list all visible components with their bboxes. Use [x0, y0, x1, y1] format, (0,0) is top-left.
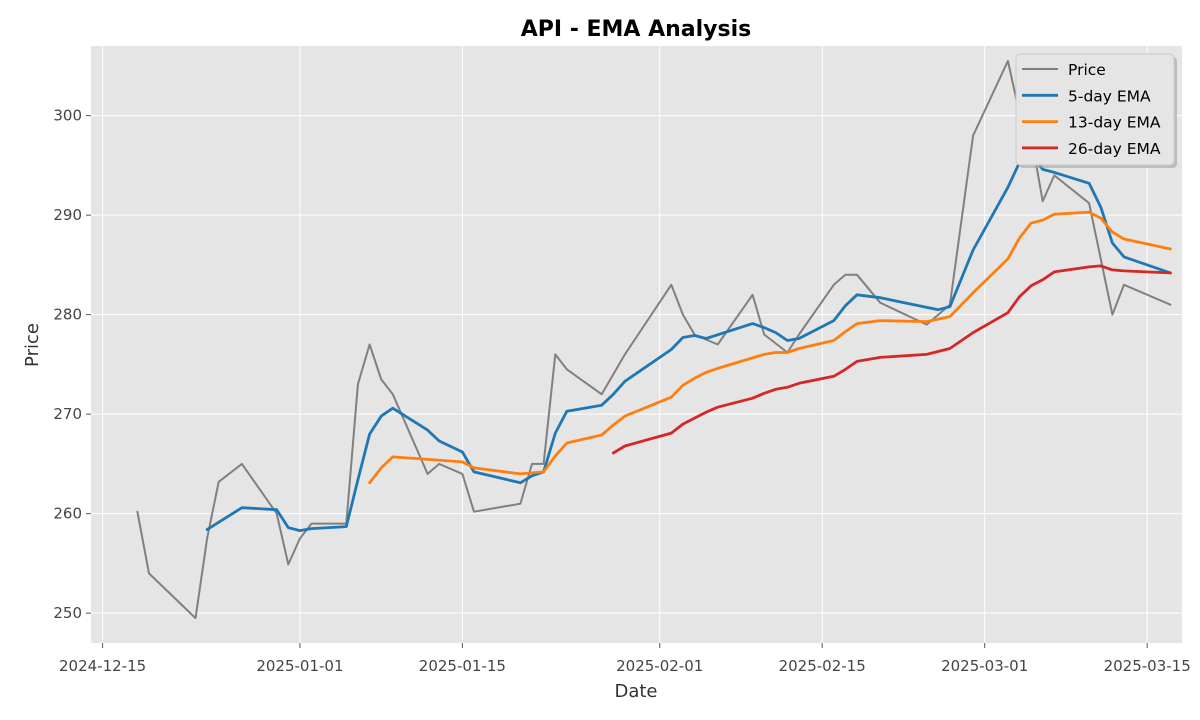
y-tick-label: 280: [53, 306, 82, 324]
legend-label: 5-day EMA: [1068, 87, 1151, 105]
y-tick-label: 250: [53, 604, 82, 622]
x-tick-label: 2025-03-01: [941, 657, 1028, 675]
plot-area: [91, 46, 1182, 643]
x-axis-label: Date: [614, 681, 657, 702]
x-tick-label: 2025-02-15: [779, 657, 866, 675]
legend-box: [1015, 53, 1175, 166]
axis-ticks: 250 260 270 280 290 300 2024-12-15 2025-01-01 20…: [53, 107, 1190, 675]
series-line-26-day-ema: [611, 264, 1172, 455]
series-line-13-day-ema: [368, 210, 1172, 485]
legend-label: 13-day EMA: [1068, 114, 1161, 132]
chart-title: API - EMA Analysis: [521, 17, 752, 42]
legend-label: Price: [1068, 61, 1106, 79]
y-tick-label: 270: [53, 405, 82, 423]
series-line-price: [136, 59, 1172, 620]
x-tick-label: 2024-12-15: [59, 657, 146, 675]
x-tick-label: 2025-01-01: [256, 657, 343, 675]
y-tick-label: 260: [53, 505, 82, 523]
x-tick-label: 2025-01-15: [419, 657, 506, 675]
legend-label: 26-day EMA: [1068, 140, 1161, 158]
x-tick-label: 2025-03-15: [1104, 657, 1191, 675]
legend: Price 5-day EMA 13-day EMA 26-day EMA: [1015, 53, 1177, 168]
y-tick-label: 300: [53, 107, 82, 125]
x-tick-label: 2025-02-01: [616, 657, 703, 675]
y-tick-label: 290: [53, 206, 82, 224]
y-axis-label: Price: [22, 323, 43, 367]
